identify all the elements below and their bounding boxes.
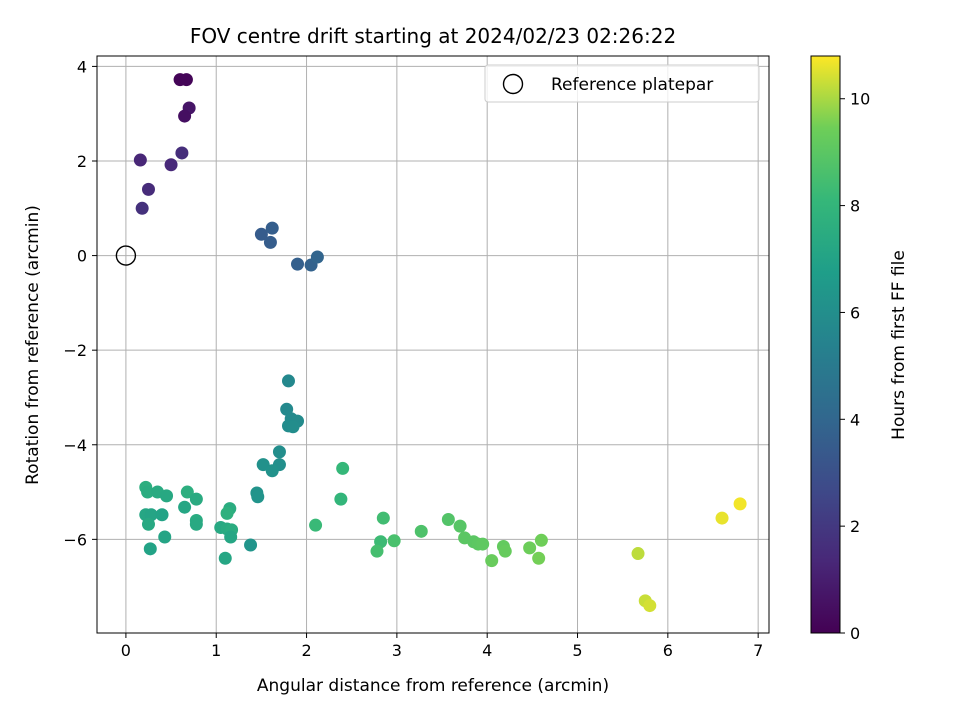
data-point [310,250,324,264]
data-point [178,500,192,514]
data-point [218,551,232,565]
colorbar-tick-label: 6 [850,303,860,322]
data-point [141,517,155,531]
data-point [251,490,265,504]
y-axis-label: Rotation from reference (arcmin) [23,205,43,485]
data-point [135,201,149,215]
data-point [523,541,537,555]
x-tick-label: 3 [392,641,402,660]
data-point [631,547,645,561]
colorbar-tick-label: 4 [850,410,860,429]
data-point [143,542,157,556]
x-tick-label: 2 [301,641,311,660]
x-tick-label: 1 [211,641,221,660]
data-point [309,518,323,532]
reference-marker-layer [115,245,137,266]
data-point [263,235,277,249]
data-point [265,464,279,478]
plot-frame [96,55,770,634]
axis-ticks: 0 1 2 3 4 5 6 7 −6 −4 −2 0 2 4 [63,57,763,660]
y-tick-label: 0 [77,247,87,266]
x-tick-label: 0 [121,641,131,660]
plot-area [97,56,769,633]
y-tick-label: 2 [77,152,87,171]
data-point [336,461,350,475]
reference-platepar-marker [115,245,137,266]
x-tick-label: 6 [663,641,673,660]
colorbar-tick-label: 2 [850,517,860,536]
data-point [286,420,300,434]
data-point [643,599,657,613]
x-tick-label: 5 [572,641,582,660]
y-tick-label: 4 [77,57,87,76]
colorbar-ticks: 0 2 4 6 8 10 [840,90,870,643]
data-point [155,508,169,522]
data-point [441,512,455,526]
x-tick-label: 4 [482,641,492,660]
data-point [733,497,747,511]
data-point [254,227,268,241]
data-point [224,530,238,544]
data-point [532,551,546,565]
data-point [178,109,192,123]
data-point [158,530,172,544]
legend-entry-label: Reference platepar [551,75,713,95]
data-point [281,374,295,388]
data-point [160,489,174,503]
data-point [272,445,286,459]
colorbar-tick-label: 0 [850,624,860,643]
data-point [141,485,155,499]
data-point [476,537,490,551]
y-tick-label: −4 [63,436,87,455]
legend-box [484,64,760,103]
data-point [220,506,234,520]
data-point [534,533,548,547]
data-point [189,517,203,531]
data-point [498,544,512,558]
data-point [453,519,467,533]
data-point [485,554,499,568]
data-point [141,182,155,196]
data-point [133,153,147,167]
y-tick-label: −6 [63,530,87,549]
data-point [180,485,194,499]
legend: Reference platepar [484,64,760,103]
data-point [189,492,203,506]
grid-lines [97,56,769,633]
data-point [179,73,193,87]
data-point [175,146,189,160]
data-point [414,524,428,538]
data-point [164,158,178,172]
chart-title: FOV centre drift starting at 2024/02/23 … [190,24,676,48]
data-point [334,492,348,506]
x-axis-label: Angular distance from reference (arcmin) [257,676,609,696]
data-point [291,257,305,271]
data-point [715,511,729,525]
data-point [376,511,390,525]
legend-reference-marker [502,73,524,95]
data-point [370,544,384,558]
colorbar-label: Hours from first FF file [889,250,909,440]
data-point [265,221,279,235]
y-tick-label: −2 [63,341,87,360]
colorbar-tick-label: 10 [850,90,870,109]
data-point [387,534,401,548]
x-tick-label: 7 [753,641,763,660]
colorbar: 0 2 4 6 8 10 Hours from first FF file [810,55,909,643]
data-point [244,538,258,552]
data-points [133,73,747,613]
colorbar-gradient [810,55,841,634]
colorbar-tick-label: 8 [850,197,860,216]
